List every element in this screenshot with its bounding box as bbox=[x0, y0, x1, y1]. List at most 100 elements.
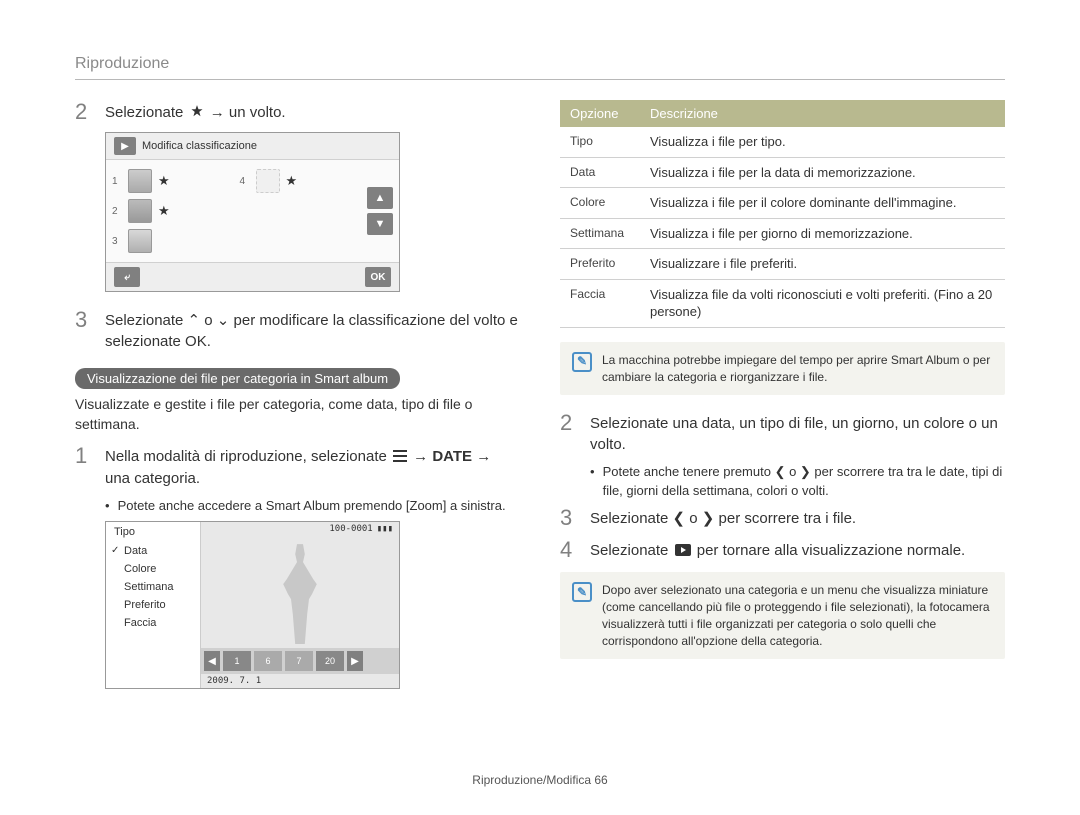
step-number: 1 bbox=[75, 444, 91, 468]
option-name: Colore bbox=[560, 188, 640, 219]
step-text: Selezionate una data, un tipo di ﬁle, un… bbox=[590, 411, 1005, 455]
face-rank: 2 bbox=[112, 206, 122, 217]
subsection-pill: Visualizzazione dei ﬁle per categoria in… bbox=[75, 368, 400, 389]
step-2: 2 Selezionate → un volto. bbox=[75, 100, 520, 124]
note-icon: ✎ bbox=[572, 582, 592, 602]
face-row: 3 bbox=[112, 226, 232, 256]
face-rank: 4 bbox=[240, 176, 250, 187]
next-arrow[interactable]: ▶ bbox=[347, 651, 363, 671]
star-icon: ★ bbox=[286, 173, 298, 189]
text-fragment: → un volto. bbox=[206, 104, 286, 121]
step-2-right: 2 Selezionate una data, un tipo di ﬁle, … bbox=[560, 411, 1005, 455]
note-box: ✎ Dopo aver selezionato una categoria e … bbox=[560, 572, 1005, 659]
step-3: 3 Selezionate ⌃ o ⌄ per modiﬁcare la cla… bbox=[75, 308, 520, 352]
play-icon bbox=[675, 541, 691, 562]
screenshot-header: ▶ Modiﬁca classiﬁcazione bbox=[106, 133, 399, 160]
table-row: PreferitoVisualizzare i ﬁle preferiti. bbox=[560, 249, 1005, 280]
preview-silhouette bbox=[270, 544, 330, 644]
nav-buttons: ▲ ▼ bbox=[367, 166, 393, 256]
face-rank: 3 bbox=[112, 236, 122, 247]
face-row: 4 ★ bbox=[240, 166, 360, 196]
section-header: Riproduzione bbox=[75, 55, 1005, 80]
step-text: Selezionate ❮ o ❯ per scorrere tra i ﬁle… bbox=[590, 506, 856, 529]
note-icon: ✎ bbox=[572, 352, 592, 372]
page-number: 66 bbox=[594, 773, 607, 787]
star-icon: ★ bbox=[158, 203, 170, 219]
option-desc: Visualizza ﬁle da volti riconosciuti e v… bbox=[640, 279, 1005, 327]
bullet-text: Potete anche tenere premuto ❮ o ❯ per sc… bbox=[603, 463, 1005, 499]
right-column: Opzione Descrizione TipoVisualizza i ﬁle… bbox=[560, 100, 1005, 689]
step-number: 2 bbox=[75, 100, 91, 124]
option-desc: Visualizza i ﬁle per il colore dominante… bbox=[640, 188, 1005, 219]
text-fragment: Selezionate bbox=[590, 542, 673, 559]
step-number: 4 bbox=[560, 538, 576, 562]
thumbnail[interactable]: 20 bbox=[316, 651, 344, 671]
category-menu: Tipo Data Colore Settimana Preferito Fac… bbox=[106, 522, 201, 688]
step-1b: 1 Nella modalità di riproduzione, selezi… bbox=[75, 444, 520, 489]
text-fragment: Nella modalità di riproduzione, selezion… bbox=[105, 448, 391, 465]
option-desc: Visualizzare i ﬁle preferiti. bbox=[640, 249, 1005, 280]
date-label: DATE bbox=[432, 448, 472, 465]
thumbnail-row: ◀ 1 6 7 20 ▶ bbox=[201, 648, 399, 674]
option-name: Data bbox=[560, 157, 640, 188]
option-desc: Visualizza i ﬁle per la data di memorizz… bbox=[640, 157, 1005, 188]
note-text: La macchina potrebbe impiegare del tempo… bbox=[602, 352, 993, 386]
face-thumbnail bbox=[128, 229, 152, 253]
menu-title: Tipo bbox=[106, 522, 200, 542]
footer-text: Riproduzione/Modiﬁca bbox=[472, 773, 591, 787]
options-table: Opzione Descrizione TipoVisualizza i ﬁle… bbox=[560, 100, 1005, 328]
face-grid: 1 ★ 2 ★ 3 4 bbox=[106, 160, 399, 262]
face-list-right: 4 ★ bbox=[240, 166, 360, 256]
option-name: Preferito bbox=[560, 249, 640, 280]
note-box: ✎ La macchina potrebbe impiegare del tem… bbox=[560, 342, 1005, 396]
face-list-left: 1 ★ 2 ★ 3 bbox=[112, 166, 232, 256]
menu-item-faccia[interactable]: Faccia bbox=[106, 614, 200, 632]
screenshot-footer: ⤶ OK bbox=[106, 262, 399, 291]
table-row: FacciaVisualizza ﬁle da volti riconosciu… bbox=[560, 279, 1005, 327]
table-row: DataVisualizza i ﬁle per la data di memo… bbox=[560, 157, 1005, 188]
back-button[interactable]: ⤶ bbox=[114, 267, 140, 287]
thumbnail[interactable]: 7 bbox=[285, 651, 313, 671]
prev-arrow[interactable]: ◀ bbox=[204, 651, 220, 671]
face-rank: 1 bbox=[112, 176, 122, 187]
star-icon bbox=[190, 103, 204, 124]
step-text: Selezionate per tornare alla visualizzaz… bbox=[590, 538, 965, 562]
option-name: Settimana bbox=[560, 218, 640, 249]
screenshot-body: Tipo Data Colore Settimana Preferito Fac… bbox=[106, 522, 399, 688]
menu-item-data[interactable]: Data bbox=[106, 542, 200, 560]
status-bar: 100-0001 ▮▮▮ bbox=[201, 522, 399, 536]
step-text: Nella modalità di riproduzione, selezion… bbox=[105, 444, 520, 489]
bullet-item: Potete anche tenere premuto ❮ o ❯ per sc… bbox=[590, 463, 1005, 499]
ok-button[interactable]: OK bbox=[365, 267, 391, 287]
left-column: 2 Selezionate → un volto. ▶ Modiﬁca clas… bbox=[75, 100, 520, 689]
note-text: Dopo aver selezionato una categoria e un… bbox=[602, 582, 993, 649]
preview-area: 100-0001 ▮▮▮ ◀ 1 6 7 20 ▶ 2009. 7. 1 bbox=[201, 522, 399, 688]
table-row: ColoreVisualizza i ﬁle per il colore dom… bbox=[560, 188, 1005, 219]
up-button[interactable]: ▲ bbox=[367, 187, 393, 209]
menu-item-colore[interactable]: Colore bbox=[106, 560, 200, 578]
screenshot-smart-album: Tipo Data Colore Settimana Preferito Fac… bbox=[105, 521, 400, 689]
menu-item-preferito[interactable]: Preferito bbox=[106, 596, 200, 614]
bullet-item: Potete anche accedere a Smart Album prem… bbox=[105, 497, 520, 515]
step-3-right: 3 Selezionate ❮ o ❯ per scorrere tra i ﬁ… bbox=[560, 506, 1005, 530]
step-number: 2 bbox=[560, 411, 576, 435]
menu-item-settimana[interactable]: Settimana bbox=[106, 578, 200, 596]
step-text: Selezionate → un volto. bbox=[105, 100, 286, 124]
thumbnail[interactable]: 6 bbox=[254, 651, 282, 671]
table-header: Descrizione bbox=[640, 100, 1005, 127]
content-columns: 2 Selezionate → un volto. ▶ Modiﬁca clas… bbox=[75, 100, 1005, 689]
face-placeholder bbox=[256, 169, 280, 193]
face-row: 1 ★ bbox=[112, 166, 232, 196]
step-number: 3 bbox=[560, 506, 576, 530]
menu-icon bbox=[393, 447, 407, 468]
thumbnail[interactable]: 1 bbox=[223, 651, 251, 671]
table-row: SettimanaVisualizza i ﬁle per giorno di … bbox=[560, 218, 1005, 249]
option-name: Faccia bbox=[560, 279, 640, 327]
text-fragment: per tornare alla visualizzazione normale… bbox=[693, 542, 966, 559]
step-number: 3 bbox=[75, 308, 91, 332]
down-button[interactable]: ▼ bbox=[367, 213, 393, 235]
screenshot-title: Modiﬁca classiﬁcazione bbox=[142, 140, 257, 152]
image-counter: 100-0001 bbox=[329, 524, 372, 534]
option-desc: Visualizza i ﬁle per tipo. bbox=[640, 127, 1005, 157]
face-thumbnail bbox=[128, 199, 152, 223]
